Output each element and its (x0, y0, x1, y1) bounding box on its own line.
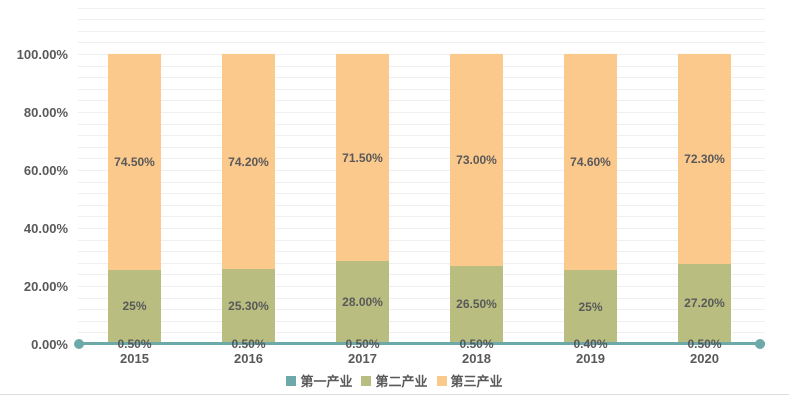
gridline (78, 42, 765, 44)
data-label-tertiary-industry-2018: 73.00% (456, 152, 497, 167)
gridline (78, 7, 765, 9)
legend-label-tertiary-industry: 第三产业 (450, 374, 503, 389)
gridline (78, 193, 765, 195)
data-label-primary-industry-2015: 0.50% (117, 337, 152, 351)
legend-item-tertiary-industry[interactable]: 第三产业 (436, 371, 503, 390)
x-tick-label-2018: 2018 (462, 351, 491, 366)
gridline (78, 262, 765, 264)
data-label-primary-industry-2020: 0.50% (687, 337, 722, 351)
gridline (78, 158, 765, 160)
gridline (78, 204, 765, 206)
bar-segment-tertiary-industry-2018 (450, 53, 503, 266)
data-label-primary-industry-2017: 0.50% (345, 337, 380, 351)
legend-swatch-secondary-industry (361, 375, 372, 386)
gridline (78, 123, 765, 125)
baseline-series-line (78, 342, 765, 345)
legend: 第一产业 第二产业 第三产业 (0, 371, 789, 390)
bar-segment-tertiary-industry-2020 (678, 53, 731, 264)
gridline (78, 112, 765, 113)
gridline (78, 146, 765, 148)
y-tick-label: 40.00% (23, 220, 68, 236)
gridline (78, 135, 765, 137)
gridline (78, 216, 765, 218)
x-tick-label-2019: 2019 (576, 351, 605, 366)
data-label-primary-industry-2018: 0.50% (459, 337, 494, 351)
y-tick-label: 60.00% (23, 162, 68, 178)
legend-label-primary-industry: 第一产业 (300, 374, 353, 389)
legend-item-primary-industry[interactable]: 第一产业 (286, 371, 352, 390)
gridline (78, 88, 765, 90)
gridline (78, 320, 765, 322)
y-tick-label: 0.00% (31, 336, 68, 352)
data-label-secondary-industry-2019: 25% (578, 299, 603, 314)
gridline (78, 65, 765, 67)
gridline (78, 239, 765, 241)
legend-swatch-tertiary-industry (436, 375, 447, 386)
bar-segment-tertiary-industry-2017 (336, 53, 389, 262)
bar-segment-tertiary-industry-2015 (108, 53, 161, 271)
bar-segment-tertiary-industry-2019 (564, 53, 617, 271)
bottom-divider (0, 394, 789, 395)
gridline (78, 309, 765, 311)
x-tick-label-2016: 2016 (234, 351, 263, 366)
gridline (78, 286, 765, 287)
gridline (78, 100, 765, 102)
data-label-tertiary-industry-2015: 74.50% (114, 155, 155, 170)
x-tick-label-2015: 2015 (120, 351, 149, 366)
gridline (78, 251, 765, 253)
y-tick-label: 100.00% (16, 46, 68, 62)
bar-segment-secondary-industry-2020 (678, 262, 731, 343)
data-label-primary-industry-2016: 0.50% (231, 337, 266, 351)
bar-segment-tertiary-industry-2016 (222, 53, 275, 270)
data-label-secondary-industry-2020: 27.20% (684, 296, 725, 311)
legend-label-secondary-industry: 第二产业 (375, 374, 428, 389)
gridline (78, 332, 765, 334)
legend-item-secondary-industry[interactable]: 第二产业 (361, 371, 428, 390)
bar-segment-secondary-industry-2019 (564, 269, 617, 343)
gridline (78, 170, 765, 171)
gridline (78, 19, 765, 21)
baseline-left-dot (74, 339, 84, 349)
x-tick-label-2020: 2020 (690, 351, 719, 366)
y-tick-label: 80.00% (23, 104, 68, 120)
gridline (78, 77, 765, 79)
data-label-tertiary-industry-2016: 74.20% (228, 154, 269, 169)
legend-swatch-primary-industry (286, 375, 297, 386)
data-label-tertiary-industry-2020: 72.30% (684, 151, 725, 166)
gridline (78, 30, 765, 32)
data-label-tertiary-industry-2019: 74.60% (570, 155, 611, 170)
data-label-secondary-industry-2015: 25% (122, 299, 147, 314)
gridline (78, 181, 765, 183)
gridline (78, 228, 765, 229)
bar-segment-secondary-industry-2015 (108, 269, 161, 343)
data-label-secondary-industry-2017: 28.00% (342, 294, 383, 309)
gridline (78, 297, 765, 299)
data-label-secondary-industry-2016: 25.30% (228, 298, 269, 313)
plot-area: 0.50% 25% 74.50% 0.50% 25.30% 74.20% 0.50% 28.0… (74, 2, 765, 351)
data-label-tertiary-industry-2017: 71.50% (342, 150, 383, 165)
y-tick-label: 20.00% (23, 278, 68, 294)
data-label-secondary-industry-2018: 26.50% (456, 297, 497, 312)
bar-segment-secondary-industry-2016 (222, 268, 275, 343)
gridline (78, 274, 765, 276)
x-tick-label-2017: 2017 (348, 351, 377, 366)
baseline-right-dot (755, 339, 765, 349)
data-label-primary-industry-2019: 0.40% (573, 337, 608, 351)
gridline (78, 54, 765, 55)
